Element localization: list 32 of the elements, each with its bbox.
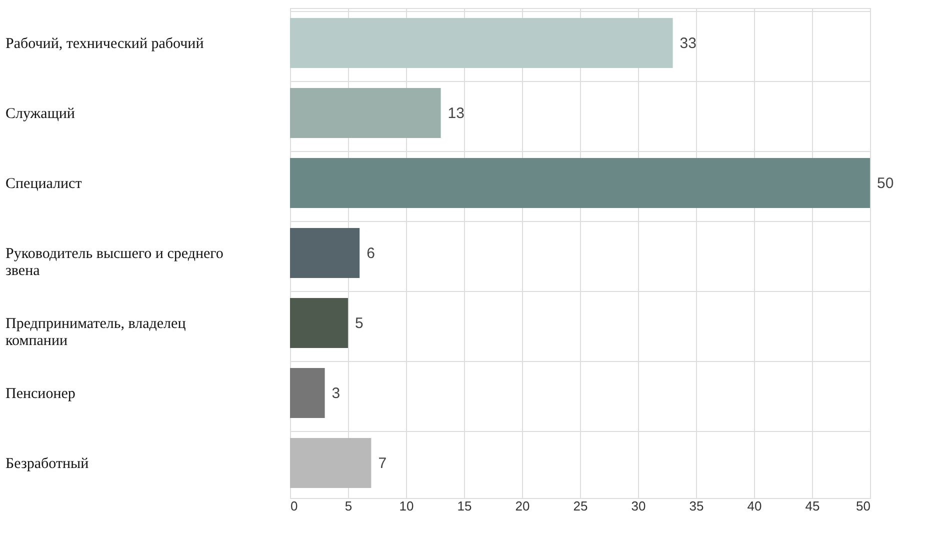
x-tick-label: 45 [805, 498, 820, 514]
x-tick-label: 25 [573, 498, 588, 514]
bar [290, 438, 372, 488]
y-tick-label: Рабочий, технический рабочий [6, 36, 204, 52]
data-label: 3 [332, 385, 340, 402]
x-tick-label: 50 [856, 498, 870, 514]
data-label: 6 [366, 245, 375, 262]
y-tick-label: Предприниматель, владелец компании [6, 316, 186, 349]
y-tick-label: Безработный [6, 456, 89, 472]
data-label: 33 [680, 35, 696, 52]
x-tick-label: 0 [290, 498, 298, 514]
x-tick-label: 15 [457, 498, 472, 514]
y-tick-label: Служащий [6, 106, 75, 122]
x-tick-label: 20 [515, 498, 530, 514]
bar [290, 88, 441, 138]
data-label: 7 [378, 455, 387, 472]
bar [290, 18, 673, 68]
x-tick-label: 10 [399, 498, 414, 514]
bar [290, 368, 325, 418]
data-label: 13 [448, 105, 464, 122]
x-tick-label: 35 [689, 498, 704, 514]
data-label: 50 [877, 175, 894, 192]
bar [290, 298, 348, 348]
x-tick-label: 30 [631, 498, 646, 514]
data-label: 5 [355, 315, 364, 332]
y-tick-label: Специалист [6, 176, 82, 192]
x-tick-label: 5 [344, 498, 352, 514]
y-tick-label: Пенсионер [6, 386, 76, 402]
bar [290, 228, 360, 278]
y-tick-label: Руководитель высшего и среднего звена [6, 246, 224, 279]
bar [290, 158, 870, 208]
x-tick-label: 40 [747, 498, 762, 514]
